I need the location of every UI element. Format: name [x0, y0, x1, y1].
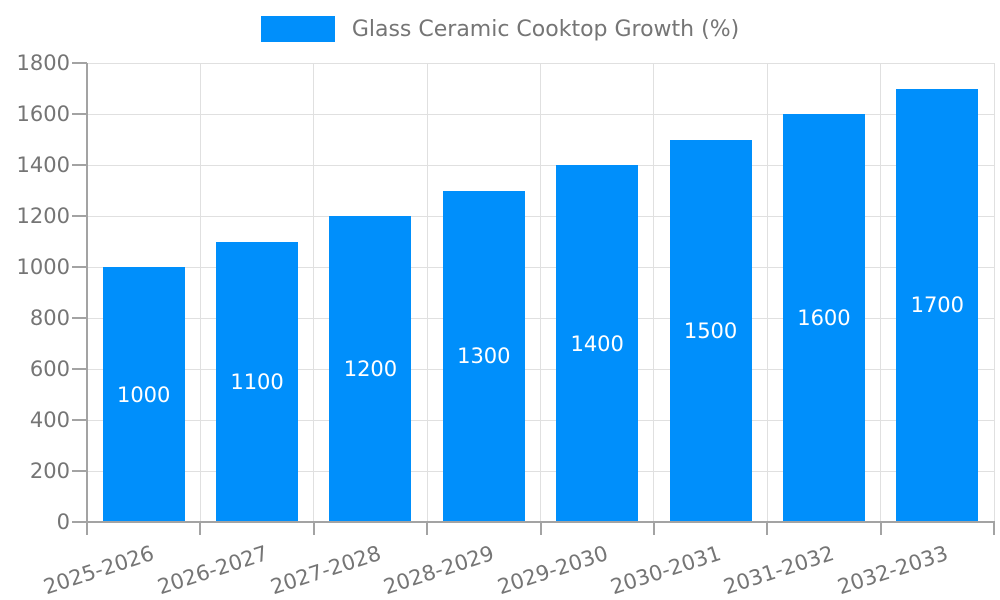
legend-swatch-icon: [260, 16, 335, 42]
x-axis-tick-label: 2029-2030: [494, 541, 611, 600]
bar[interactable]: 1000: [102, 267, 185, 522]
y-axis-tick-label: 0: [56, 510, 70, 534]
y-axis-tick-label: 1600: [16, 102, 70, 126]
y-tick-mark: [72, 62, 87, 64]
y-tick-mark: [72, 470, 87, 472]
y-axis-tick-label: 600: [29, 357, 70, 381]
bar-value-label: 1500: [683, 318, 738, 343]
y-tick-mark: [72, 164, 87, 166]
x-axis-tick-label: 2031-2032: [721, 541, 838, 600]
bar[interactable]: 1600: [782, 114, 865, 522]
x-gridline: [426, 63, 428, 522]
y-tick-mark: [72, 266, 87, 268]
x-tick-mark: [539, 522, 542, 535]
y-axis-tick-label: 1800: [16, 51, 70, 75]
x-tick-mark: [86, 522, 88, 535]
bar[interactable]: 1100: [216, 241, 299, 522]
y-axis-tick-label: 200: [29, 459, 70, 483]
bar-value-label: 1300: [457, 344, 511, 369]
y-axis-tick-label: 1000: [16, 255, 70, 279]
y-tick-mark: [72, 521, 87, 523]
x-tick-mark: [312, 522, 315, 535]
bar[interactable]: 1200: [329, 216, 412, 522]
y-tick-mark: [72, 368, 87, 370]
x-tick-mark: [426, 522, 429, 535]
x-tick-mark: [993, 522, 995, 535]
x-tick-mark: [766, 522, 769, 535]
bar-value-label: 1200: [343, 357, 398, 381]
x-axis-tick-label: 2026-2027: [154, 541, 271, 600]
x-axis-tick-label: 2032-2033: [834, 541, 951, 600]
legend-label: Glass Ceramic Cooktop Growth (%): [351, 16, 740, 42]
x-gridline: [199, 63, 201, 522]
y-tick-mark: [72, 215, 87, 217]
x-gridline: [766, 63, 768, 522]
x-gridline: [313, 63, 315, 522]
x-axis-tick-label: 2025-2026: [40, 541, 158, 600]
bar[interactable]: 1300: [442, 190, 525, 522]
y-axis-tick-label: 1200: [16, 204, 70, 228]
x-gridline: [993, 63, 995, 522]
bar[interactable]: 1500: [669, 139, 752, 522]
bar-value-label: 1400: [570, 331, 624, 356]
y-tick-mark: [72, 317, 87, 319]
x-axis-tick-label: 2028-2029: [380, 541, 498, 600]
y-tick-mark: [72, 113, 87, 115]
x-axis-line: [86, 521, 995, 523]
bar-value-label: 1600: [797, 306, 851, 330]
bar-value-label: 1000: [116, 382, 171, 407]
x-axis-tick-label: 2027-2028: [267, 541, 384, 600]
y-axis-tick-label: 800: [29, 306, 70, 330]
y-tick-mark: [72, 419, 87, 421]
x-gridline: [653, 63, 655, 522]
x-gridline: [540, 63, 541, 522]
bar[interactable]: 1700: [896, 88, 979, 522]
bar-value-label: 1700: [910, 293, 965, 318]
bar[interactable]: 1400: [556, 165, 639, 522]
x-axis-tick-label: 2030-2031: [607, 541, 724, 600]
y-axis-tick-label: 1400: [16, 153, 70, 177]
legend-item-series-1[interactable]: Glass Ceramic Cooktop Growth (%): [260, 16, 740, 42]
bar-value-label: 1100: [230, 369, 284, 394]
chart-legend: Glass Ceramic Cooktop Growth (%): [0, 16, 1000, 42]
y-axis-line: [86, 63, 88, 522]
x-gridline: [880, 63, 882, 522]
x-tick-mark: [879, 522, 882, 535]
x-tick-mark: [652, 522, 655, 535]
x-tick-mark: [199, 522, 202, 535]
y-axis-tick-label: 400: [29, 408, 70, 432]
